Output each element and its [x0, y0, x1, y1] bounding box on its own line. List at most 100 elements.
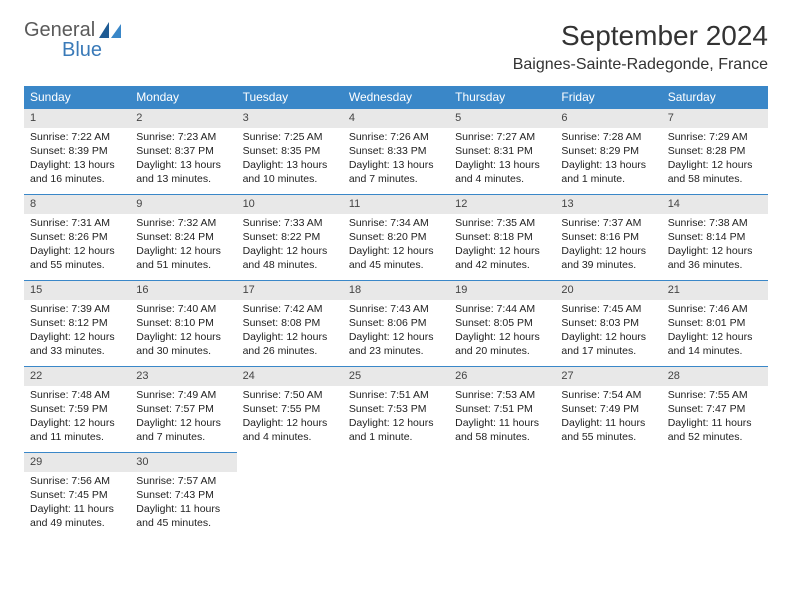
daylight-text-2: and 36 minutes. — [668, 258, 762, 272]
daylight-text-2: and 10 minutes. — [243, 172, 337, 186]
day-content: Sunrise: 7:29 AMSunset: 8:28 PMDaylight:… — [662, 128, 768, 191]
sunset-text: Sunset: 8:39 PM — [30, 144, 124, 158]
sunrise-text: Sunrise: 7:53 AM — [455, 388, 549, 402]
day-content: Sunrise: 7:43 AMSunset: 8:06 PMDaylight:… — [343, 300, 449, 363]
day-number: 4 — [343, 108, 449, 128]
day-content: Sunrise: 7:57 AMSunset: 7:43 PMDaylight:… — [130, 472, 236, 535]
calendar-cell: 26Sunrise: 7:53 AMSunset: 7:51 PMDayligh… — [449, 366, 555, 452]
daylight-text-2: and 33 minutes. — [30, 344, 124, 358]
logo-word2: Blue — [62, 40, 102, 60]
daylight-text-1: Daylight: 12 hours — [668, 330, 762, 344]
calendar-row: 1Sunrise: 7:22 AMSunset: 8:39 PMDaylight… — [24, 108, 768, 194]
day-number: 26 — [449, 366, 555, 386]
daylight-text-1: Daylight: 11 hours — [30, 502, 124, 516]
calendar-cell: 5Sunrise: 7:27 AMSunset: 8:31 PMDaylight… — [449, 108, 555, 194]
sunset-text: Sunset: 8:29 PM — [561, 144, 655, 158]
daylight-text-1: Daylight: 13 hours — [243, 158, 337, 172]
sunrise-text: Sunrise: 7:35 AM — [455, 216, 549, 230]
sunset-text: Sunset: 7:47 PM — [668, 402, 762, 416]
day-number: 9 — [130, 194, 236, 214]
header: General Blue September 2024 Baignes-Sain… — [24, 20, 768, 74]
calendar-cell: 30Sunrise: 7:57 AMSunset: 7:43 PMDayligh… — [130, 452, 236, 538]
daylight-text-2: and 52 minutes. — [668, 430, 762, 444]
sunrise-text: Sunrise: 7:44 AM — [455, 302, 549, 316]
weekday-header: Tuesday — [237, 86, 343, 108]
daylight-text-1: Daylight: 12 hours — [561, 244, 655, 258]
calendar-cell: 9Sunrise: 7:32 AMSunset: 8:24 PMDaylight… — [130, 194, 236, 280]
daylight-text-2: and 11 minutes. — [30, 430, 124, 444]
day-content: Sunrise: 7:33 AMSunset: 8:22 PMDaylight:… — [237, 214, 343, 277]
day-content: Sunrise: 7:48 AMSunset: 7:59 PMDaylight:… — [24, 386, 130, 449]
calendar-row: 8Sunrise: 7:31 AMSunset: 8:26 PMDaylight… — [24, 194, 768, 280]
sunset-text: Sunset: 8:33 PM — [349, 144, 443, 158]
sunset-text: Sunset: 7:57 PM — [136, 402, 230, 416]
calendar-table: Sunday Monday Tuesday Wednesday Thursday… — [24, 86, 768, 538]
day-content: Sunrise: 7:40 AMSunset: 8:10 PMDaylight:… — [130, 300, 236, 363]
day-number: 1 — [24, 108, 130, 128]
day-content: Sunrise: 7:26 AMSunset: 8:33 PMDaylight:… — [343, 128, 449, 191]
day-content: Sunrise: 7:51 AMSunset: 7:53 PMDaylight:… — [343, 386, 449, 449]
day-content: Sunrise: 7:49 AMSunset: 7:57 PMDaylight:… — [130, 386, 236, 449]
day-content: Sunrise: 7:50 AMSunset: 7:55 PMDaylight:… — [237, 386, 343, 449]
daylight-text-1: Daylight: 11 hours — [136, 502, 230, 516]
daylight-text-1: Daylight: 12 hours — [136, 244, 230, 258]
day-number: 14 — [662, 194, 768, 214]
sunset-text: Sunset: 8:16 PM — [561, 230, 655, 244]
day-number: 25 — [343, 366, 449, 386]
daylight-text-2: and 48 minutes. — [243, 258, 337, 272]
sunrise-text: Sunrise: 7:28 AM — [561, 130, 655, 144]
sunset-text: Sunset: 8:14 PM — [668, 230, 762, 244]
sunset-text: Sunset: 8:37 PM — [136, 144, 230, 158]
day-number: 6 — [555, 108, 661, 128]
sunset-text: Sunset: 7:59 PM — [30, 402, 124, 416]
day-content: Sunrise: 7:55 AMSunset: 7:47 PMDaylight:… — [662, 386, 768, 449]
sunrise-text: Sunrise: 7:40 AM — [136, 302, 230, 316]
calendar-cell: 16Sunrise: 7:40 AMSunset: 8:10 PMDayligh… — [130, 280, 236, 366]
daylight-text-2: and 14 minutes. — [668, 344, 762, 358]
sunset-text: Sunset: 8:12 PM — [30, 316, 124, 330]
calendar-cell: 11Sunrise: 7:34 AMSunset: 8:20 PMDayligh… — [343, 194, 449, 280]
day-number: 30 — [130, 452, 236, 472]
day-content: Sunrise: 7:46 AMSunset: 8:01 PMDaylight:… — [662, 300, 768, 363]
calendar-cell: 21Sunrise: 7:46 AMSunset: 8:01 PMDayligh… — [662, 280, 768, 366]
day-content: Sunrise: 7:34 AMSunset: 8:20 PMDaylight:… — [343, 214, 449, 277]
daylight-text-2: and 45 minutes. — [349, 258, 443, 272]
day-number: 24 — [237, 366, 343, 386]
calendar-cell: 18Sunrise: 7:43 AMSunset: 8:06 PMDayligh… — [343, 280, 449, 366]
day-number: 5 — [449, 108, 555, 128]
day-content: Sunrise: 7:53 AMSunset: 7:51 PMDaylight:… — [449, 386, 555, 449]
sunrise-text: Sunrise: 7:32 AM — [136, 216, 230, 230]
sunrise-text: Sunrise: 7:57 AM — [136, 474, 230, 488]
sunrise-text: Sunrise: 7:29 AM — [668, 130, 762, 144]
sunrise-text: Sunrise: 7:27 AM — [455, 130, 549, 144]
sunset-text: Sunset: 8:26 PM — [30, 230, 124, 244]
day-content: Sunrise: 7:28 AMSunset: 8:29 PMDaylight:… — [555, 128, 661, 191]
calendar-cell: 6Sunrise: 7:28 AMSunset: 8:29 PMDaylight… — [555, 108, 661, 194]
sunset-text: Sunset: 8:10 PM — [136, 316, 230, 330]
daylight-text-1: Daylight: 12 hours — [136, 416, 230, 430]
sunrise-text: Sunrise: 7:23 AM — [136, 130, 230, 144]
sunrise-text: Sunrise: 7:49 AM — [136, 388, 230, 402]
calendar-cell: 20Sunrise: 7:45 AMSunset: 8:03 PMDayligh… — [555, 280, 661, 366]
sunrise-text: Sunrise: 7:45 AM — [561, 302, 655, 316]
daylight-text-1: Daylight: 12 hours — [668, 158, 762, 172]
calendar-cell: 13Sunrise: 7:37 AMSunset: 8:16 PMDayligh… — [555, 194, 661, 280]
day-number: 18 — [343, 280, 449, 300]
day-content: Sunrise: 7:42 AMSunset: 8:08 PMDaylight:… — [237, 300, 343, 363]
sunset-text: Sunset: 8:31 PM — [455, 144, 549, 158]
daylight-text-2: and 39 minutes. — [561, 258, 655, 272]
daylight-text-2: and 23 minutes. — [349, 344, 443, 358]
title-block: September 2024 Baignes-Sainte-Radegonde,… — [513, 20, 768, 74]
sunrise-text: Sunrise: 7:33 AM — [243, 216, 337, 230]
daylight-text-1: Daylight: 12 hours — [349, 244, 443, 258]
calendar-cell: 8Sunrise: 7:31 AMSunset: 8:26 PMDaylight… — [24, 194, 130, 280]
sunrise-text: Sunrise: 7:46 AM — [668, 302, 762, 316]
daylight-text-2: and 58 minutes. — [455, 430, 549, 444]
sunrise-text: Sunrise: 7:48 AM — [30, 388, 124, 402]
daylight-text-2: and 45 minutes. — [136, 516, 230, 530]
calendar-cell: 1Sunrise: 7:22 AMSunset: 8:39 PMDaylight… — [24, 108, 130, 194]
day-number: 13 — [555, 194, 661, 214]
sunset-text: Sunset: 8:22 PM — [243, 230, 337, 244]
daylight-text-2: and 7 minutes. — [349, 172, 443, 186]
location: Baignes-Sainte-Radegonde, France — [513, 56, 768, 74]
